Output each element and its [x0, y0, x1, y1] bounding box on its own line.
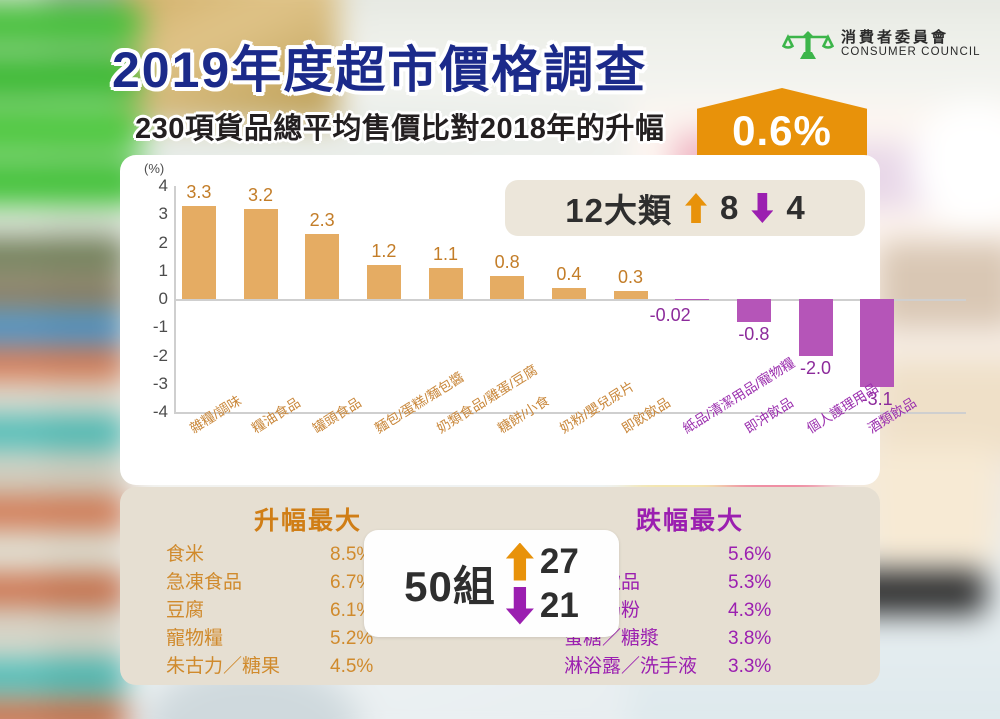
item-name: 寵物糧 — [166, 628, 224, 649]
item-name: 食米 — [166, 544, 205, 565]
bottom-axis-line — [174, 412, 966, 414]
arrow-up-icon — [505, 542, 534, 581]
bar-value-label: 0.3 — [617, 266, 644, 287]
bar-5 — [428, 267, 463, 299]
item-value: 3.3% — [728, 656, 772, 677]
biggest-increase-heading: 升幅最大 — [253, 507, 362, 535]
y-axis-tick: 0 — [158, 289, 168, 308]
y-axis-tick: 1 — [158, 260, 168, 280]
item-value: 4.3% — [728, 600, 772, 621]
item-value: 3.8% — [728, 628, 772, 649]
item-value: 5.2% — [330, 628, 374, 649]
category-count-label: 12大類 — [565, 192, 672, 229]
list-item: 豆腐 6.1% — [142, 595, 422, 623]
bar-7 — [551, 287, 586, 299]
item-value: 8.5% — [330, 544, 374, 565]
bar-value-label: 3.2 — [247, 184, 274, 205]
arrow-down-icon — [751, 193, 774, 223]
logo-chinese-name: 消費者委員會 — [841, 29, 950, 47]
groups-down-row: 21 — [505, 586, 579, 625]
y-axis-tick: 2 — [158, 232, 168, 252]
bar-1 — [181, 205, 216, 299]
bar-12 — [860, 299, 895, 387]
groups-down-count: 21 — [539, 586, 579, 625]
bar-value-label: -0.02 — [649, 305, 691, 325]
item-value: 5.3% — [728, 572, 772, 593]
y-axis-tick: 3 — [158, 204, 168, 224]
bar-value-label: -3.1 — [861, 388, 893, 409]
bar-value-label: 1.2 — [371, 241, 397, 262]
bar-9 — [675, 299, 710, 301]
category-summary-chip: 12大類 8 4 — [505, 180, 865, 236]
bar-value-label: -0.8 — [738, 323, 770, 344]
group-count-label: 50組 — [404, 563, 496, 610]
y-axis-tick: -4 — [152, 402, 168, 421]
bar-10 — [736, 299, 771, 322]
bar-value-label: 1.1 — [432, 243, 459, 264]
groups-up-count: 27 — [539, 542, 579, 581]
bar-8 — [613, 290, 648, 299]
y-axis-tick: -2 — [152, 345, 168, 365]
arrow-up-icon — [685, 193, 707, 223]
bar-11 — [798, 299, 833, 356]
zero-baseline — [174, 299, 966, 301]
page-title: 2019年度超市價格調查 — [112, 42, 648, 98]
bar-plot-area: 3.3 3.2 2.3 1.2 1.1 0.8 0.4 0.3 -0.02 -0.8 -2.0 -3.… — [174, 182, 914, 412]
balance-scale-icon — [782, 31, 834, 59]
item-value: 5.6% — [728, 544, 772, 565]
item-value: 6.1% — [330, 600, 374, 621]
y-axis-tick: -1 — [152, 317, 168, 337]
group-summary-card: 50組 27 21 — [364, 530, 619, 637]
overall-increase-value: 0.6% — [732, 107, 832, 154]
list-item: 淋浴露／洗手液 3.3% — [540, 651, 820, 679]
item-name: 豆腐 — [166, 600, 205, 621]
biggest-decrease-heading: 跌幅最大 — [635, 507, 744, 535]
biggest-increase-list: 食米 8.5% 急凍食品 6.7% 豆腐 6.1% 寵物糧 5.2% 朱古力／糖果 4.5% — [142, 539, 422, 679]
bar-6 — [490, 276, 525, 299]
y-axis-tick: 4 — [158, 176, 168, 195]
logo-english-name: CONSUMER COUNCIL — [841, 45, 981, 58]
bar-value-label: -2.0 — [799, 357, 832, 378]
consumer-council-logo: 消費者委員會 CONSUMER COUNCIL — [782, 26, 981, 62]
list-item: 食米 8.5% — [142, 539, 422, 567]
item-name: 淋浴露／洗手液 — [564, 656, 698, 677]
item-value: 4.5% — [330, 656, 374, 677]
item-value: 6.7% — [330, 572, 374, 593]
list-item: 朱古力／糖果 4.5% — [142, 651, 422, 679]
arrow-down-icon — [505, 586, 534, 625]
categories-down-count: 4 — [786, 189, 805, 226]
bar-2 — [243, 208, 278, 299]
bar-3 — [305, 234, 340, 299]
item-name: 朱古力／糖果 — [166, 656, 281, 677]
list-item: 寵物糧 5.2% — [142, 623, 422, 651]
bar-value-label: 0.8 — [494, 252, 520, 273]
list-item: 急凍食品 6.7% — [142, 567, 422, 595]
y-axis-tick: -3 — [152, 373, 168, 393]
bar-4 — [366, 265, 401, 299]
categories-up-count: 8 — [720, 189, 739, 226]
y-axis-unit: (%) — [144, 161, 165, 176]
bar-value-label: 0.4 — [556, 263, 582, 284]
groups-up-row: 27 — [505, 542, 579, 581]
bar-value-label: 3.3 — [186, 181, 212, 202]
item-name: 急凍食品 — [166, 572, 243, 593]
page-subtitle: 230項貨品總平均售價比對2018年的升幅 — [135, 113, 665, 145]
bar-value-label: 2.3 — [309, 210, 335, 231]
